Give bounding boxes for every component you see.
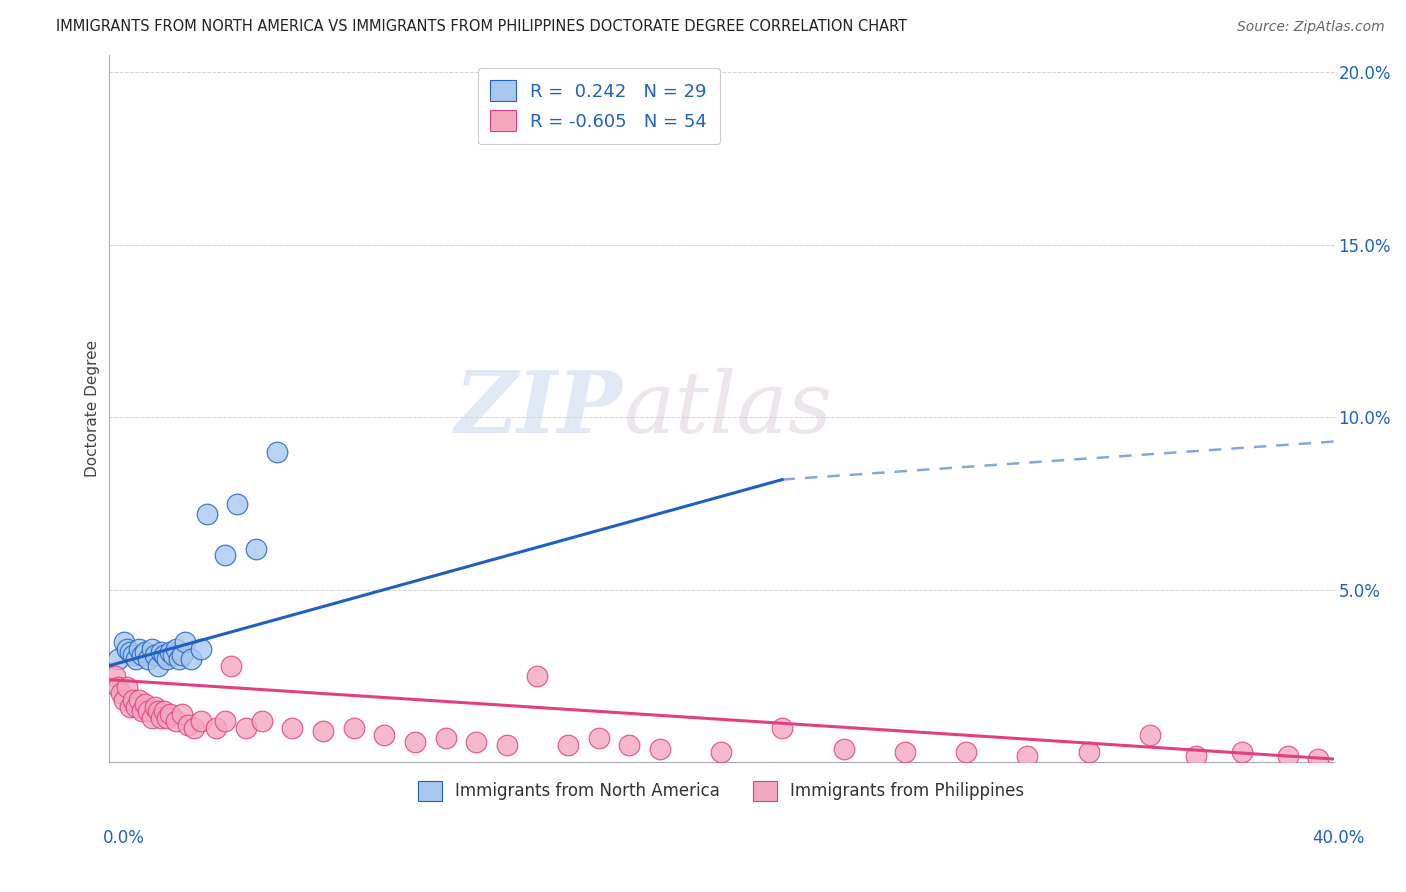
- Point: [159, 707, 181, 722]
- Point: [894, 745, 917, 759]
- Point: [146, 704, 169, 718]
- Point: [619, 738, 641, 752]
- Point: [245, 541, 267, 556]
- Point: [128, 641, 150, 656]
- Point: [115, 680, 138, 694]
- Point: [141, 641, 163, 656]
- Point: [143, 700, 166, 714]
- Point: [219, 658, 242, 673]
- Point: [1185, 748, 1208, 763]
- Point: [112, 693, 135, 707]
- Point: [1308, 752, 1330, 766]
- Point: [1017, 748, 1039, 763]
- Point: [404, 735, 426, 749]
- Point: [165, 641, 187, 656]
- Point: [266, 445, 288, 459]
- Point: [1139, 728, 1161, 742]
- Point: [152, 704, 174, 718]
- Point: [172, 707, 194, 722]
- Point: [770, 721, 793, 735]
- Point: [190, 641, 212, 656]
- Point: [465, 735, 488, 749]
- Point: [131, 648, 153, 663]
- Text: IMMIGRANTS FROM NORTH AMERICA VS IMMIGRANTS FROM PHILIPPINES DOCTORATE DEGREE CO: IMMIGRANTS FROM NORTH AMERICA VS IMMIGRA…: [56, 20, 907, 34]
- Point: [104, 669, 127, 683]
- Point: [152, 648, 174, 663]
- Point: [107, 680, 129, 694]
- Point: [1277, 748, 1299, 763]
- Point: [131, 704, 153, 718]
- Point: [281, 721, 304, 735]
- Point: [112, 634, 135, 648]
- Point: [134, 697, 156, 711]
- Point: [250, 714, 273, 728]
- Text: 0.0%: 0.0%: [103, 829, 145, 847]
- Legend: Immigrants from North America, Immigrants from Philippines: Immigrants from North America, Immigrant…: [412, 774, 1031, 807]
- Point: [172, 648, 194, 663]
- Point: [162, 648, 184, 663]
- Point: [141, 710, 163, 724]
- Point: [434, 731, 457, 746]
- Point: [128, 693, 150, 707]
- Point: [120, 700, 142, 714]
- Point: [235, 721, 257, 735]
- Point: [146, 658, 169, 673]
- Point: [149, 645, 172, 659]
- Point: [125, 700, 148, 714]
- Point: [526, 669, 548, 683]
- Point: [149, 710, 172, 724]
- Point: [167, 652, 190, 666]
- Point: [143, 648, 166, 663]
- Point: [183, 721, 205, 735]
- Point: [710, 745, 733, 759]
- Y-axis label: Doctorate Degree: Doctorate Degree: [86, 340, 100, 477]
- Point: [832, 741, 855, 756]
- Point: [1077, 745, 1099, 759]
- Text: Source: ZipAtlas.com: Source: ZipAtlas.com: [1237, 21, 1385, 34]
- Point: [174, 634, 197, 648]
- Point: [226, 497, 249, 511]
- Point: [125, 652, 148, 666]
- Point: [134, 645, 156, 659]
- Point: [122, 693, 145, 707]
- Point: [110, 686, 132, 700]
- Point: [312, 724, 335, 739]
- Point: [107, 652, 129, 666]
- Point: [180, 652, 202, 666]
- Point: [214, 714, 236, 728]
- Point: [159, 645, 181, 659]
- Point: [557, 738, 579, 752]
- Point: [138, 704, 160, 718]
- Text: 40.0%: 40.0%: [1312, 829, 1365, 847]
- Point: [1230, 745, 1253, 759]
- Point: [588, 731, 610, 746]
- Point: [343, 721, 366, 735]
- Point: [955, 745, 977, 759]
- Point: [122, 648, 145, 663]
- Point: [156, 710, 179, 724]
- Point: [214, 549, 236, 563]
- Point: [138, 652, 160, 666]
- Text: atlas: atlas: [623, 368, 832, 450]
- Point: [165, 714, 187, 728]
- Point: [120, 645, 142, 659]
- Point: [373, 728, 395, 742]
- Text: ZIP: ZIP: [456, 367, 623, 450]
- Point: [648, 741, 671, 756]
- Point: [115, 641, 138, 656]
- Point: [495, 738, 517, 752]
- Point: [177, 717, 200, 731]
- Point: [190, 714, 212, 728]
- Point: [156, 652, 179, 666]
- Point: [205, 721, 228, 735]
- Point: [195, 507, 218, 521]
